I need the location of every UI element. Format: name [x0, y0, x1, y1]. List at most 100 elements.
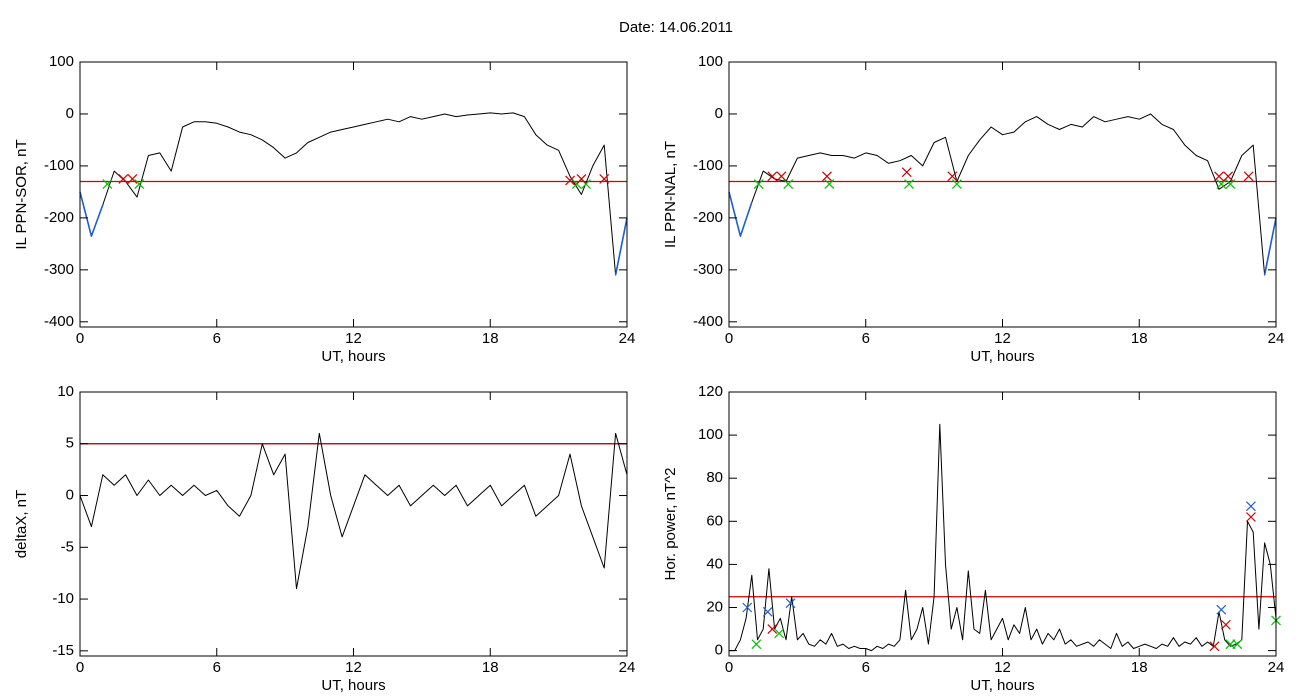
- y-tick-label: -10: [52, 590, 74, 607]
- x-tick-label: 12: [345, 659, 362, 676]
- x-tick-label: 18: [482, 659, 499, 676]
- x-marker: [1209, 641, 1220, 652]
- x-tick-label: 18: [1131, 659, 1148, 676]
- y-axis-label: Hor. power, nT^2: [662, 468, 679, 581]
- x-marker: [1232, 639, 1243, 650]
- x-marker: [824, 179, 835, 190]
- x-tick-label: 0: [76, 659, 84, 676]
- y-tick-label: 5: [66, 435, 74, 452]
- x-tick-label: 0: [725, 659, 733, 676]
- y-tick-label: -400: [44, 313, 74, 330]
- y-tick-label: 0: [715, 105, 723, 122]
- data-line: [79, 432, 628, 590]
- x-axis-label: UT, hours: [321, 677, 385, 694]
- x-marker: [1214, 171, 1224, 182]
- x-tick-label: 24: [1268, 330, 1285, 347]
- y-tick-label: 100: [698, 426, 723, 443]
- y-tick-label: 0: [66, 105, 74, 122]
- plot-frame: [79, 61, 628, 328]
- x-marker: [1223, 171, 1234, 182]
- data-line: [729, 423, 1277, 652]
- y-tick-label: 0: [66, 486, 74, 503]
- y-tick-label: 120: [698, 383, 723, 400]
- y-tick-label: -5: [61, 538, 74, 555]
- x-marker: [753, 179, 764, 190]
- y-tick-label: 80: [706, 469, 723, 486]
- y-tick-label: -400: [693, 313, 723, 330]
- y-tick-label: 100: [49, 53, 74, 70]
- y-tick-label: -15: [52, 642, 74, 659]
- y-tick-label: 20: [706, 598, 723, 615]
- panel: 120 100 80 60 40 20 00 6 12 18 24 UT, hours Hor. pow…: [662, 383, 1284, 694]
- x-marker: [776, 171, 787, 182]
- x-tick-label: 18: [1131, 330, 1148, 347]
- x-marker: [1243, 171, 1254, 182]
- plot-frame: [728, 391, 1277, 657]
- x-marker: [599, 173, 610, 184]
- x-marker: [1216, 179, 1227, 190]
- x-marker: [127, 173, 138, 184]
- x-tick-label: 12: [994, 659, 1011, 676]
- x-marker: [904, 179, 914, 190]
- x-tick-label: 24: [619, 659, 636, 676]
- x-marker: [1246, 501, 1256, 512]
- x-marker: [565, 175, 575, 186]
- x-marker: [1220, 619, 1231, 630]
- x-marker: [102, 179, 113, 190]
- x-marker: [901, 167, 912, 178]
- y-tick-label: -200: [693, 209, 723, 226]
- y-tick-label: -100: [44, 157, 74, 174]
- y-axis-label: IL PPN-NAL, nT: [662, 141, 679, 248]
- x-marker: [947, 171, 958, 182]
- y-tick-label: 10: [57, 383, 74, 400]
- x-marker: [742, 602, 753, 613]
- plot-frame: [728, 61, 1277, 328]
- y-tick-label: 100: [698, 53, 723, 70]
- y-tick-label: 0: [715, 642, 723, 659]
- y-axis-label: IL PPN-SOR, nT: [13, 139, 30, 249]
- x-axis-label: UT, hours: [970, 348, 1034, 365]
- x-marker: [134, 179, 145, 190]
- x-marker: [1225, 179, 1236, 190]
- x-tick-label: 24: [1268, 659, 1285, 676]
- y-tick-label: -300: [44, 261, 74, 278]
- y-tick-label: 60: [706, 512, 723, 529]
- y-tick-label: -200: [44, 209, 74, 226]
- x-marker: [1246, 512, 1256, 522]
- x-tick-label: 6: [862, 659, 870, 676]
- x-tick-label: 6: [213, 330, 221, 347]
- data-line: [728, 191, 1277, 276]
- data-line: [79, 112, 628, 276]
- x-tick-label: 12: [345, 330, 362, 347]
- x-marker: [774, 628, 785, 639]
- y-tick-label: -300: [693, 261, 723, 278]
- data-line: [728, 113, 1277, 276]
- y-axis-label: deltaX, nT: [13, 490, 30, 558]
- x-tick-label: 12: [994, 330, 1011, 347]
- y-tick-label: 40: [706, 555, 723, 572]
- x-axis-label: UT, hours: [970, 677, 1034, 694]
- plot-frame: [79, 391, 628, 657]
- x-marker: [118, 173, 129, 184]
- x-marker: [785, 598, 796, 609]
- y-tick-label: -100: [693, 157, 723, 174]
- x-marker: [576, 173, 587, 184]
- figure-title: Date: 14.06.2011: [619, 19, 733, 36]
- x-axis-label: UT, hours: [321, 348, 385, 365]
- x-tick-label: 24: [619, 330, 636, 347]
- x-tick-label: 0: [76, 330, 84, 347]
- x-marker: [751, 639, 762, 650]
- x-marker: [1216, 604, 1227, 615]
- x-tick-label: 6: [213, 659, 221, 676]
- x-marker: [767, 171, 778, 182]
- x-marker: [783, 179, 794, 190]
- x-tick-label: 18: [482, 330, 499, 347]
- x-marker: [822, 171, 832, 182]
- data-line: [79, 191, 628, 276]
- x-tick-label: 6: [862, 330, 870, 347]
- x-marker: [762, 606, 773, 617]
